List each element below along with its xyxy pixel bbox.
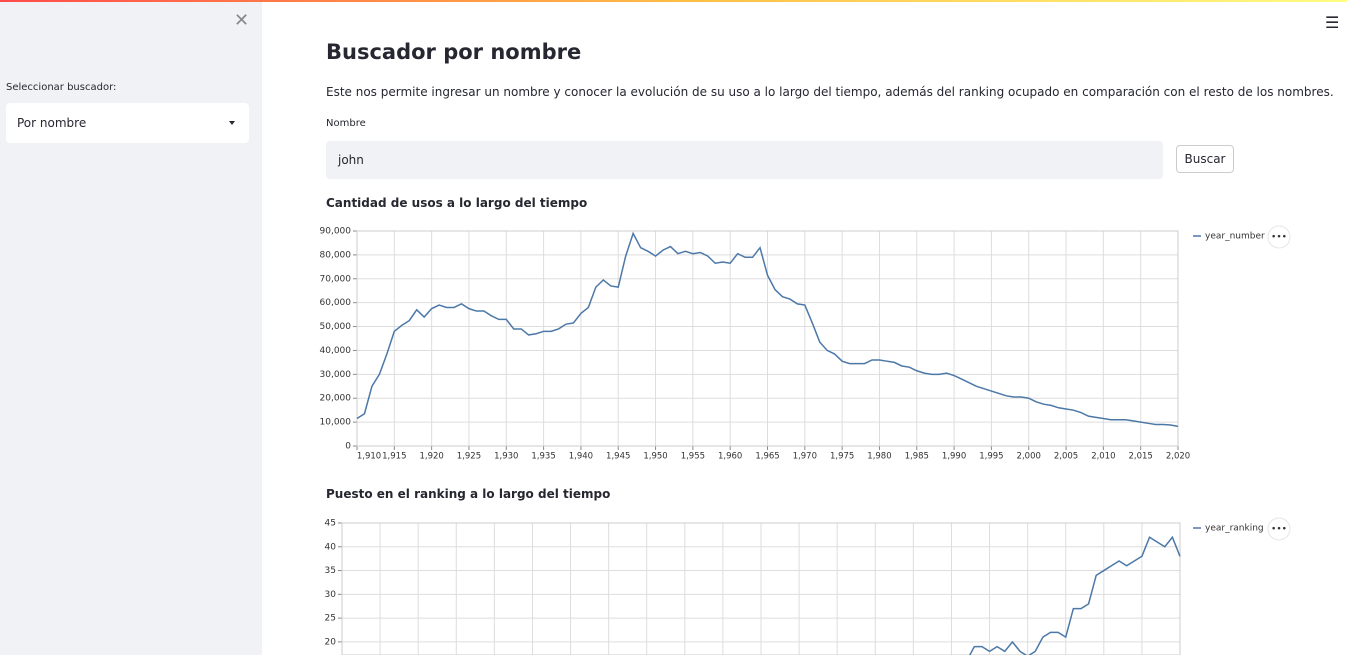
name-input[interactable]: john [326, 141, 1163, 179]
page-title: Buscador por nombre [326, 40, 582, 64]
plot-frame [341, 522, 1181, 655]
x-tick-label: 1,970 [793, 452, 817, 462]
x-tick-label: 1,940 [569, 452, 593, 462]
more-actions[interactable] [1267, 517, 1291, 541]
menu-button[interactable]: ☰ [1325, 13, 1340, 32]
y-tick-label: 25 [325, 614, 336, 624]
y-tick-label: 20 [325, 637, 337, 647]
chart-title: Cantidad de usos a lo largo del tiempo [326, 196, 588, 210]
select-value: Por nombre [17, 116, 87, 130]
input-value: john [338, 153, 364, 167]
y-tick-label: 45 [325, 519, 336, 529]
x-tick-label: 1,915 [382, 452, 406, 462]
x-tick-label: 1,965 [755, 452, 779, 462]
x-tick-label: 1,945 [606, 452, 630, 462]
x-tick-label: 1,985 [905, 452, 929, 462]
y-tick-label: 60,000 [320, 298, 352, 308]
y-tick-label: 80,000 [320, 250, 352, 260]
data-line [356, 231, 1179, 428]
sidebar: ✕ Seleccionar buscador: Por nombre [0, 2, 262, 655]
select-label: Seleccionar buscador: [6, 82, 117, 93]
description: Este nos permite ingresar un nombre y co… [326, 85, 1334, 99]
x-tick-label: 1,925 [457, 452, 481, 462]
x-tick-label: 1,920 [419, 452, 443, 462]
x-tick-label: 1,910 [357, 452, 381, 462]
y-tick-label: 0 [345, 442, 351, 452]
plot-frame [356, 230, 1179, 447]
y-tick-label: 35 [325, 566, 336, 576]
more-actions-icon: ••• [1271, 233, 1287, 243]
chart: 20 25 30 35 40 45 year_ranking ••• [325, 517, 1291, 655]
chart: 0 10,000 20,000 30,000 40,000 50,000 60,000 70,… [320, 225, 1291, 462]
legend-label: year_ranking [1205, 524, 1264, 534]
x-tick-label: 2,005 [1054, 452, 1078, 462]
x-tick-label: 1,980 [867, 452, 891, 462]
x-tick-label: 1,935 [531, 452, 555, 462]
select-box[interactable]: Por nombre [6, 103, 249, 143]
x-tick-label: 1,995 [979, 452, 1003, 462]
x-tick-label: 1,960 [718, 452, 742, 462]
chart-title: Puesto en el ranking a lo largo del tiem… [326, 487, 611, 501]
search-button[interactable]: Buscar [1176, 145, 1234, 173]
y-tick-label: 70,000 [320, 274, 352, 284]
close-sidebar[interactable]: ✕ [234, 10, 250, 31]
x-tick-label: 2,020 [1166, 452, 1190, 462]
data-line [968, 535, 1181, 655]
y-tick-label: 10,000 [320, 418, 352, 428]
x-tick-label: 1,975 [830, 452, 854, 462]
x-tick-label: 2,010 [1091, 452, 1115, 462]
y-tick-label: 30,000 [320, 370, 352, 380]
top-decoration [0, 0, 1347, 2]
y-tick-label: 40,000 [320, 346, 352, 356]
x-tick-label: 2,000 [1017, 452, 1041, 462]
legend-label: year_number [1205, 232, 1265, 242]
more-actions[interactable] [1267, 225, 1291, 249]
select-caret [229, 121, 235, 125]
x-tick-label: 2,015 [1129, 452, 1153, 462]
x-tick-label: 1,950 [643, 452, 667, 462]
input-label: Nombre [326, 118, 366, 129]
x-tick-label: 1,990 [942, 452, 966, 462]
y-tick-label: 30 [325, 590, 337, 600]
y-tick-label: 40 [325, 542, 337, 552]
x-tick-label: 1,955 [681, 452, 705, 462]
y-tick-label: 90,000 [320, 227, 352, 237]
x-tick-label: 1,930 [494, 452, 518, 462]
more-actions-icon: ••• [1271, 525, 1287, 535]
y-tick-label: 20,000 [320, 394, 352, 404]
y-tick-label: 50,000 [320, 322, 352, 332]
